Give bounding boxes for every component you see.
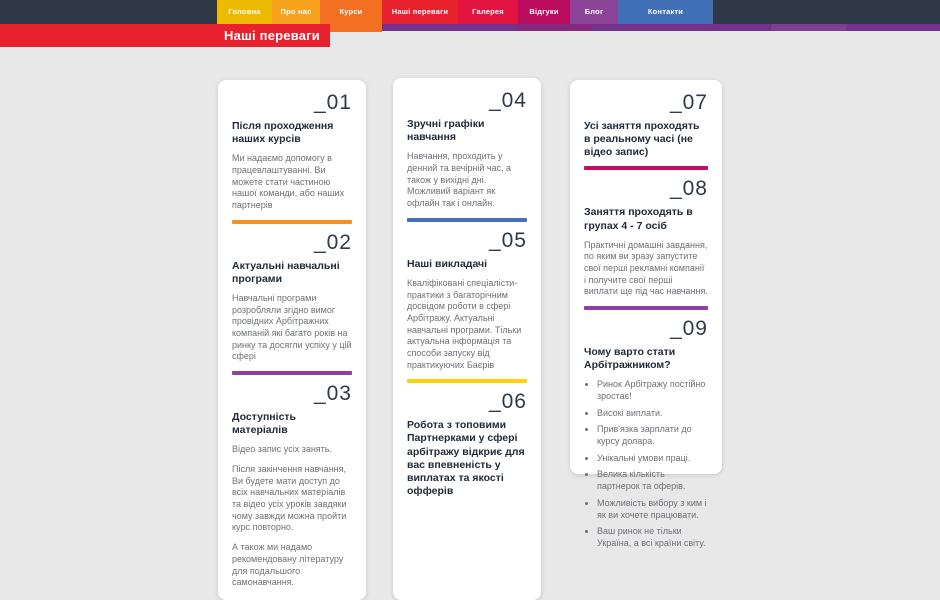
nav-item-advantages[interactable]: Наші переваги: [382, 0, 458, 24]
section-heading: Актуальні навчальні програми: [232, 259, 340, 285]
bullet-item: Високі виплати.: [597, 408, 708, 420]
section-number: _09: [669, 317, 708, 341]
nav-item-contacts[interactable]: Контакти: [618, 0, 713, 24]
section-paragraph: А також ми надамо рекомендовану літерату…: [232, 542, 344, 588]
bullet-item: Унікальні умови праці.: [597, 453, 708, 465]
section-heading: Усі заняття проходять в реальному часі (…: [584, 120, 700, 159]
nav-item-blog[interactable]: Блог: [570, 0, 618, 24]
nav-item-reviews[interactable]: Відгуки: [518, 0, 570, 24]
advantage-section-04: _04 Зручні графіки навчання Навчання, пр…: [407, 90, 527, 222]
advantage-section-09: _09 Чому варто стати Арбітражником? Рино…: [584, 318, 708, 550]
section-paragraph: Ми надаємо допомогу в працевлаштуванні. …: [232, 153, 345, 210]
section-paragraph: Навчання, проходить у денний та вечірній…: [407, 151, 512, 208]
main-nav: Головна Про нас Курси Наші переваги Гале…: [217, 0, 713, 32]
bullet-item: Прив'язка зарплати до курсу долара.: [597, 424, 708, 447]
section-number: _04: [488, 89, 527, 112]
section-heading: Чому варто стати Арбітражником?: [584, 346, 676, 372]
section-heading: Заняття проходять в групах 4 - 7 осіб: [584, 206, 693, 232]
section-heading: Після проходження наших курсів: [232, 120, 334, 146]
page-title: Наші переваги: [0, 24, 330, 47]
decorative-purple-stripe: [0, 24, 940, 31]
section-paragraph: Відео запис усіх занять.: [232, 444, 332, 455]
advantage-section-08: _08 Заняття проходять в групах 4 - 7 осі…: [584, 177, 708, 311]
section-number: _06: [488, 390, 527, 414]
section-paragraph: Кваліфіковані спеціалісти-практики з баг…: [407, 277, 522, 370]
section-number: _07: [669, 91, 708, 114]
nav-item-courses[interactable]: Курси: [320, 0, 382, 32]
section-number: _05: [488, 228, 527, 252]
section-heading: Робота з топовими Партнерками у сфері ар…: [407, 419, 525, 497]
section-divider: [584, 166, 708, 171]
section-number: _03: [313, 382, 352, 406]
nav-item-about[interactable]: Про нас: [272, 0, 320, 24]
section-number: _01: [313, 91, 352, 114]
bullet-item: Можливість вибору з ким і як ви хочете п…: [597, 498, 708, 521]
section-divider: [232, 371, 352, 376]
section-paragraph: Навчальні програми розробляли згідно вим…: [232, 292, 352, 362]
bullet-item: Велика кількість партнерок та оферів.: [597, 469, 708, 492]
section-number: _02: [313, 230, 352, 254]
advantage-section-03: _03 Доступність матеріалів Відео запис у…: [232, 383, 352, 589]
section-divider: [407, 217, 527, 222]
section-divider: [232, 219, 352, 224]
section-divider: [584, 306, 708, 311]
nav-item-home[interactable]: Головна: [217, 0, 272, 24]
advantage-section-01: _01 Після проходження наших курсів Ми на…: [232, 92, 352, 224]
bullet-item: Ваш ринок не тільки Україна, а всі країн…: [597, 526, 708, 549]
section-paragraph: Після закінчення навчання, Ви будете мат…: [232, 464, 347, 533]
advantages-column-1: _01 Після проходження наших курсів Ми на…: [218, 80, 366, 600]
section-paragraph: Практичні домашні завдання, по яким ви з…: [584, 239, 708, 297]
bullet-item: Ринок Арбітражу постійно зростає!: [597, 379, 708, 402]
section-heading: Доступність матеріалів: [232, 411, 297, 437]
section-heading: Зручні графіки навчання: [407, 118, 485, 144]
section-divider: [407, 379, 527, 384]
section-number: _08: [669, 177, 708, 201]
advantage-section-06: _06 Робота з топовими Партнерками у сфер…: [407, 391, 527, 498]
advantage-section-05: _05 Наші викладачі Кваліфіковані спеціал…: [407, 228, 527, 384]
advantages-column-3: _07 Усі заняття проходять в реальному ча…: [570, 80, 722, 548]
advantages-column-2: _04 Зручні графіки навчання Навчання, пр…: [393, 78, 541, 600]
advantage-section-02: _02 Актуальні навчальні програми Навчаль…: [232, 230, 352, 376]
section-heading: Наші викладачі: [407, 257, 488, 270]
nav-item-gallery[interactable]: Галерея: [458, 0, 518, 24]
advantage-section-07: _07 Усі заняття проходять в реальному ча…: [584, 91, 708, 171]
advantages-bullet-list: Ринок Арбітражу постійно зростає! Високі…: [584, 379, 708, 549]
